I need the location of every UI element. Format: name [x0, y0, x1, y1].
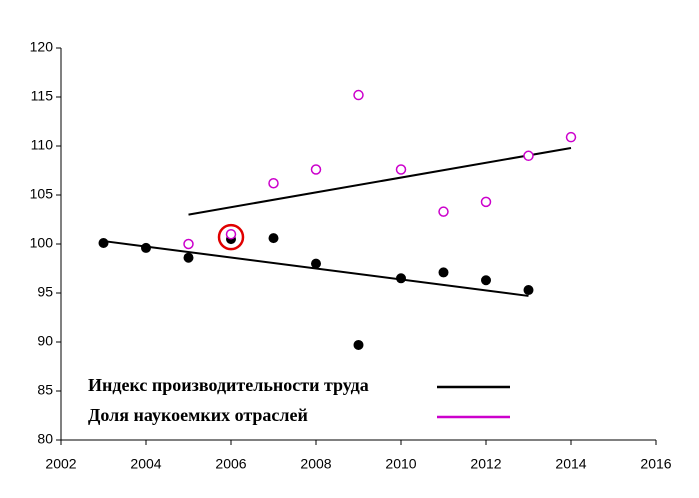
x-tick-label: 2004 — [130, 456, 161, 472]
point — [438, 206, 449, 217]
y-tick-label: 85 — [37, 382, 53, 398]
point — [353, 339, 364, 350]
x-tick-label: 2014 — [555, 456, 586, 472]
x-tick-label: 2010 — [385, 456, 416, 472]
y-tick-label: 110 — [31, 137, 54, 153]
point — [98, 238, 109, 249]
y-tick-label: 105 — [30, 186, 54, 202]
legend-label: Индекс производительности труда — [88, 375, 369, 395]
point — [183, 252, 194, 263]
legend-label: Доля наукоемких отраслей — [88, 405, 308, 425]
point — [311, 258, 321, 269]
y-tick-label: 120 — [30, 39, 54, 55]
point — [523, 150, 534, 162]
point — [481, 275, 491, 286]
y-tick-label: 115 — [31, 88, 54, 104]
point — [396, 273, 406, 284]
x-tick-label: 2002 — [45, 456, 76, 472]
point — [523, 285, 534, 296]
x-tick-label: 2016 — [640, 456, 671, 472]
point — [310, 164, 322, 175]
point — [438, 267, 449, 278]
y-tick-label: 100 — [30, 235, 54, 251]
trend-line — [188, 146, 572, 216]
x-tick-label: 2012 — [470, 456, 501, 472]
point — [268, 233, 279, 244]
point — [268, 177, 279, 189]
point — [225, 228, 237, 240]
point — [565, 131, 577, 143]
x-tick-label: 2008 — [300, 456, 331, 472]
point — [183, 238, 194, 250]
y-tick-label: 80 — [37, 431, 53, 447]
point — [480, 196, 492, 208]
point — [353, 89, 364, 101]
point — [141, 242, 151, 253]
y-tick-label: 90 — [37, 333, 53, 349]
x-tick-label: 2006 — [215, 456, 246, 472]
highlight-circle — [217, 223, 245, 251]
point — [395, 164, 407, 175]
y-tick-label: 95 — [37, 284, 53, 300]
